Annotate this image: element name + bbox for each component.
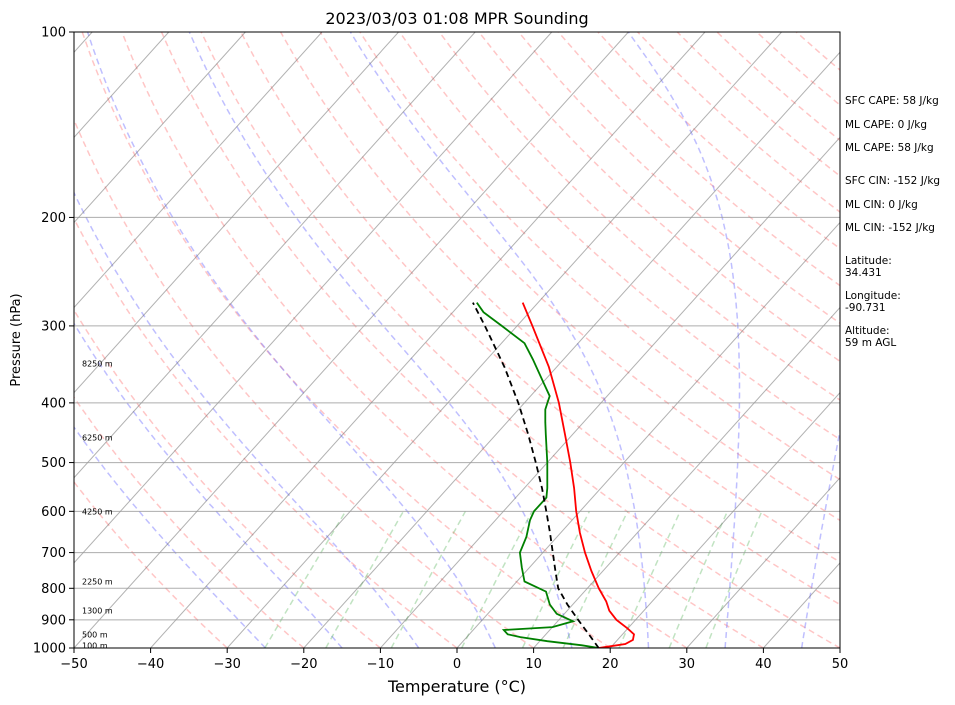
- x-tick-label: 0: [453, 657, 461, 672]
- moist-adiabat-line: [74, 425, 267, 648]
- isotherm-line: [74, 32, 476, 479]
- mixing-ratio-line: [390, 510, 467, 648]
- y-tick-label: 200: [41, 211, 66, 226]
- annotation-ml-cin: ML CIN: 0 J/kg: [845, 199, 918, 211]
- height-label: 1300 m: [82, 607, 113, 616]
- dry-adiabat-line: [74, 308, 381, 648]
- x-tick-label: 20: [602, 657, 619, 672]
- moist-adiabat-line: [188, 32, 573, 648]
- y-tick-label: 800: [41, 582, 66, 597]
- isotherm-line: [150, 32, 706, 648]
- series-temperature-line: [521, 302, 635, 648]
- x-tick-label: −30: [213, 657, 240, 672]
- x-tick-label: −50: [60, 657, 87, 672]
- moist-adiabat-line: [86, 32, 496, 648]
- series-parcel-profile-line: [472, 302, 600, 648]
- dry-adiabat-line: [478, 32, 840, 363]
- annotation-sfc-cape: SFC CAPE: 58 J/kg: [845, 95, 939, 107]
- y-tick-label: 600: [41, 505, 66, 520]
- isotherm-line: [74, 32, 246, 224]
- isotherm-line: [380, 136, 840, 648]
- series-dewpoint-line: [476, 302, 599, 648]
- moist-adiabat-line: [74, 191, 420, 648]
- x-tick-label: −40: [137, 657, 164, 672]
- x-tick-label: 50: [832, 657, 849, 672]
- mixing-ratio-line: [668, 510, 729, 648]
- y-tick-label: 700: [41, 546, 66, 561]
- mixing-ratio-line: [264, 510, 347, 648]
- y-tick-label: 300: [41, 319, 66, 334]
- annotation-longitude: Longitude: -90.731: [845, 290, 901, 314]
- isotherm-line: [533, 306, 840, 648]
- dry-adiabat-line: [121, 32, 688, 648]
- dry-adiabat-line: [74, 118, 535, 648]
- dry-adiabat-line: [160, 32, 764, 648]
- dry-adiabat-line: [81, 32, 611, 648]
- annotation-ml-cape: ML CAPE: 0 J/kg: [845, 119, 928, 131]
- mixing-ratio-line: [521, 510, 591, 648]
- height-label: 2250 m: [82, 578, 113, 587]
- annotation-altitude: Altitude: 59 m AGL: [845, 325, 897, 349]
- y-axis-label: Pressure (hPa): [9, 293, 24, 386]
- height-label: 4250 m: [82, 507, 113, 516]
- annotation-latitude: Latitude: 34.431: [845, 255, 892, 279]
- dry-adiabat-line: [319, 32, 840, 522]
- dry-adiabat-line: [557, 32, 840, 287]
- x-tick-label: 30: [679, 657, 696, 672]
- height-label: 500 m: [82, 630, 108, 639]
- dry-adiabat-line: [74, 396, 305, 648]
- x-tick-label: 10: [525, 657, 542, 672]
- isotherm-line: [74, 32, 399, 394]
- isotherm-line: [74, 32, 629, 648]
- isotherm-line: [686, 477, 840, 648]
- isotherm-line: [303, 51, 840, 648]
- moist-adiabat-line: [627, 32, 741, 648]
- isotherm-line: [456, 221, 840, 648]
- dry-adiabat-line: [74, 217, 458, 648]
- mixing-ratio-line: [325, 510, 405, 648]
- x-axis-label: Temperature (°C): [387, 677, 526, 696]
- moist-adiabat-line: [800, 427, 840, 648]
- isotherm-line: [74, 32, 323, 309]
- x-tick-label: −20: [290, 657, 317, 672]
- dry-adiabat-line: [200, 32, 840, 648]
- y-tick-label: 100: [41, 26, 66, 41]
- isotherm-line: [609, 391, 840, 648]
- plot-frame: [73, 31, 841, 649]
- dry-adiabat-line: [74, 480, 228, 648]
- height-label: 100 m: [82, 641, 108, 650]
- mixing-ratio-line: [461, 510, 533, 648]
- height-label: 8250 m: [82, 359, 113, 368]
- chart-title: 2023/03/03 01:08 MPR Sounding: [325, 9, 588, 28]
- dry-adiabat-line: [518, 32, 840, 325]
- x-tick-label: 40: [755, 657, 772, 672]
- y-tick-label: 1000: [33, 642, 66, 657]
- annotation-sfc-cin: SFC CIN: -152 J/kg: [845, 175, 941, 187]
- height-label: 6250 m: [82, 433, 113, 442]
- dry-adiabat-line: [279, 32, 840, 563]
- y-tick-label: 500: [41, 456, 66, 471]
- moist-adiabat-line: [349, 32, 650, 648]
- dry-adiabat-line: [240, 32, 840, 606]
- annotation-ml-cape-2: ML CAPE: 58 J/kg: [845, 142, 934, 154]
- y-tick-label: 900: [41, 613, 66, 628]
- x-tick-label: −10: [367, 657, 394, 672]
- annotation-ml-cin-2: ML CIN: -152 J/kg: [845, 222, 935, 234]
- y-tick-label: 400: [41, 396, 66, 411]
- isotherm-line: [226, 32, 782, 648]
- isotherm-line: [74, 32, 170, 139]
- isotherm-line: [74, 32, 553, 564]
